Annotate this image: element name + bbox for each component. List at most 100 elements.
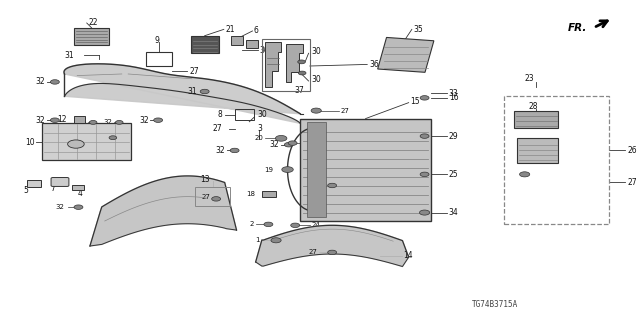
Circle shape bbox=[271, 238, 281, 243]
Text: 1: 1 bbox=[255, 237, 260, 243]
Text: 37: 37 bbox=[294, 86, 303, 95]
Text: 31: 31 bbox=[188, 87, 197, 96]
Text: 31: 31 bbox=[97, 135, 106, 141]
Circle shape bbox=[264, 222, 273, 227]
Text: TG74B3715A: TG74B3715A bbox=[472, 300, 518, 309]
Bar bbox=[378, 37, 434, 72]
Circle shape bbox=[74, 205, 83, 209]
Text: 32: 32 bbox=[104, 119, 112, 125]
Text: 19: 19 bbox=[264, 167, 273, 173]
Text: 36: 36 bbox=[369, 60, 379, 69]
Circle shape bbox=[51, 80, 60, 84]
Circle shape bbox=[115, 121, 123, 124]
Text: 27: 27 bbox=[202, 194, 211, 200]
Bar bbox=[74, 28, 109, 45]
Text: 34: 34 bbox=[449, 208, 458, 217]
Text: 33: 33 bbox=[449, 89, 458, 98]
Circle shape bbox=[90, 121, 97, 124]
Circle shape bbox=[419, 210, 429, 215]
Text: 32: 32 bbox=[139, 116, 148, 125]
Bar bbox=[517, 138, 559, 163]
Text: 32: 32 bbox=[36, 77, 45, 86]
Text: 17: 17 bbox=[310, 140, 319, 146]
Circle shape bbox=[291, 223, 300, 228]
Circle shape bbox=[298, 60, 305, 64]
Bar bbox=[28, 180, 42, 187]
Circle shape bbox=[298, 71, 306, 75]
Bar bbox=[514, 111, 559, 128]
Circle shape bbox=[230, 148, 239, 153]
Text: 20: 20 bbox=[255, 135, 263, 141]
Bar bbox=[191, 36, 220, 53]
Text: 3: 3 bbox=[257, 124, 262, 133]
Bar bbox=[42, 123, 131, 160]
Text: 6: 6 bbox=[253, 27, 259, 36]
Text: 30: 30 bbox=[312, 47, 321, 56]
Circle shape bbox=[420, 134, 429, 138]
Text: 23: 23 bbox=[525, 74, 534, 83]
Text: 27: 27 bbox=[213, 124, 223, 133]
Bar bbox=[72, 185, 84, 190]
Text: 30: 30 bbox=[259, 45, 269, 55]
Text: 31: 31 bbox=[77, 119, 86, 125]
Circle shape bbox=[212, 197, 221, 201]
Bar bbox=[300, 119, 431, 220]
Bar bbox=[504, 96, 609, 224]
Circle shape bbox=[328, 250, 337, 255]
Text: 10: 10 bbox=[25, 138, 35, 147]
Text: FR.: FR. bbox=[568, 23, 588, 33]
Bar bbox=[262, 39, 310, 92]
Polygon shape bbox=[286, 44, 303, 82]
Text: 5: 5 bbox=[24, 186, 29, 195]
Bar bbox=[146, 52, 172, 66]
Text: 30: 30 bbox=[312, 75, 321, 84]
Bar bbox=[195, 187, 230, 206]
Circle shape bbox=[154, 118, 163, 123]
Polygon shape bbox=[265, 42, 281, 87]
Text: 32: 32 bbox=[56, 204, 65, 210]
Circle shape bbox=[200, 89, 209, 94]
Text: 32: 32 bbox=[269, 140, 279, 149]
Text: 8: 8 bbox=[218, 110, 223, 119]
Text: 32: 32 bbox=[36, 116, 45, 125]
Circle shape bbox=[51, 118, 60, 123]
Text: 14: 14 bbox=[404, 251, 413, 260]
Text: 9: 9 bbox=[154, 36, 159, 45]
Circle shape bbox=[109, 136, 116, 140]
Bar bbox=[74, 116, 86, 123]
Bar bbox=[246, 40, 257, 49]
Text: 13: 13 bbox=[200, 175, 209, 184]
Circle shape bbox=[520, 172, 530, 177]
Circle shape bbox=[420, 172, 429, 177]
Text: 16: 16 bbox=[449, 93, 458, 102]
Bar bbox=[307, 122, 326, 217]
Text: 11: 11 bbox=[117, 152, 127, 161]
FancyBboxPatch shape bbox=[51, 178, 69, 187]
Text: 30: 30 bbox=[257, 110, 267, 119]
Circle shape bbox=[275, 135, 287, 141]
Text: 15: 15 bbox=[410, 97, 420, 106]
Circle shape bbox=[311, 108, 321, 113]
Text: 31: 31 bbox=[65, 51, 74, 60]
Circle shape bbox=[288, 141, 297, 145]
Text: 27: 27 bbox=[189, 67, 199, 76]
Text: 27: 27 bbox=[340, 108, 349, 114]
Text: 27: 27 bbox=[308, 249, 317, 255]
Text: 2: 2 bbox=[250, 221, 253, 227]
Text: 12: 12 bbox=[57, 115, 67, 124]
Text: 28: 28 bbox=[528, 102, 538, 111]
Bar bbox=[262, 191, 276, 197]
Text: 4: 4 bbox=[78, 189, 83, 198]
Text: 26: 26 bbox=[627, 146, 637, 155]
Text: 29: 29 bbox=[449, 132, 458, 140]
Circle shape bbox=[284, 142, 293, 147]
Bar bbox=[236, 109, 254, 120]
Circle shape bbox=[282, 167, 293, 172]
Text: 25: 25 bbox=[449, 170, 458, 179]
Bar bbox=[232, 36, 243, 45]
Text: 21: 21 bbox=[225, 25, 235, 34]
Text: 18: 18 bbox=[246, 191, 255, 197]
Polygon shape bbox=[255, 225, 409, 267]
Polygon shape bbox=[90, 176, 237, 246]
Text: 24: 24 bbox=[311, 222, 320, 228]
